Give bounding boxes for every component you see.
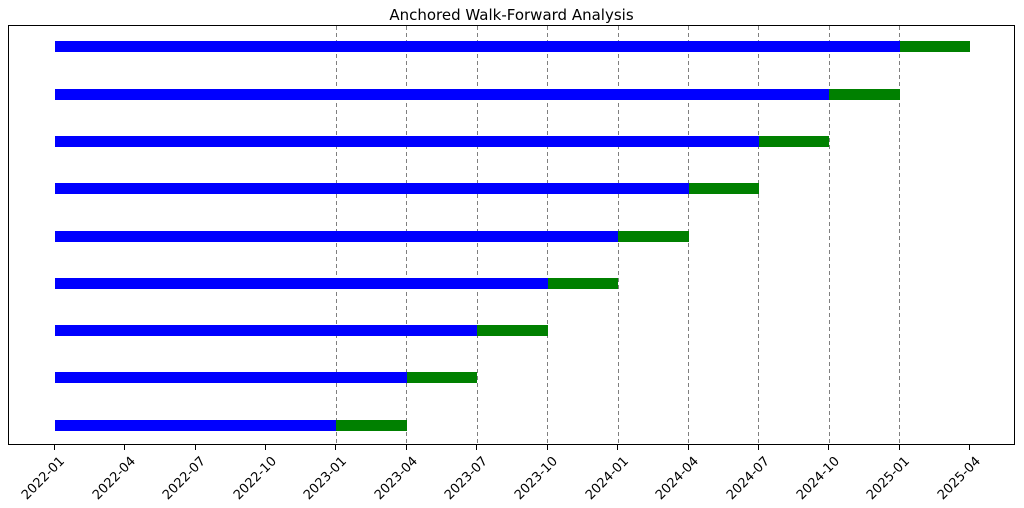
x-tick-mark bbox=[828, 445, 830, 450]
train-bar-fold-1 bbox=[54, 41, 900, 53]
x-tick-mark bbox=[757, 445, 759, 450]
train-bar-fold-5 bbox=[54, 230, 619, 242]
train-bar-fold-8 bbox=[54, 372, 407, 384]
test-bar-fold-6 bbox=[547, 277, 619, 289]
chart-title: Anchored Walk-Forward Analysis bbox=[389, 6, 634, 24]
x-tick-label: 2024-07 bbox=[723, 454, 773, 504]
x-tick-label: 2025-01 bbox=[864, 454, 914, 504]
x-tick-label: 2024-04 bbox=[653, 454, 703, 504]
train-bar-fold-3 bbox=[54, 135, 759, 147]
x-tick-label: 2022-07 bbox=[160, 454, 210, 504]
x-tick-mark bbox=[124, 445, 126, 450]
train-bar-fold-7 bbox=[54, 325, 478, 337]
gridline-2024-07 bbox=[758, 26, 760, 444]
test-bar-fold-9 bbox=[336, 419, 407, 431]
x-tick-label: 2024-10 bbox=[793, 454, 843, 504]
x-tick-label: 2023-01 bbox=[301, 454, 351, 504]
x-tick-mark bbox=[617, 445, 619, 450]
gridline-2024-10 bbox=[828, 26, 830, 444]
x-tick-label: 2023-10 bbox=[512, 454, 562, 504]
x-tick-label: 2024-01 bbox=[582, 454, 632, 504]
x-tick-mark bbox=[969, 445, 971, 450]
x-tick-mark bbox=[194, 445, 196, 450]
x-tick-mark bbox=[265, 445, 267, 450]
test-bar-fold-1 bbox=[899, 41, 971, 53]
x-tick-label: 2023-04 bbox=[371, 454, 421, 504]
x-tick-mark bbox=[335, 445, 337, 450]
test-bar-fold-2 bbox=[829, 88, 900, 100]
plot-area bbox=[8, 25, 1015, 445]
x-tick-mark bbox=[53, 445, 55, 450]
train-bar-fold-6 bbox=[54, 277, 548, 289]
x-tick-mark bbox=[898, 445, 900, 450]
test-bar-fold-4 bbox=[688, 183, 759, 195]
x-tick-label: 2022-01 bbox=[19, 454, 69, 504]
x-tick-label: 2022-10 bbox=[230, 454, 280, 504]
test-bar-fold-8 bbox=[406, 372, 478, 384]
gridline-2024-04 bbox=[688, 26, 690, 444]
gridline-2025-01 bbox=[899, 26, 901, 444]
x-tick-mark bbox=[476, 445, 478, 450]
test-bar-fold-7 bbox=[477, 325, 548, 337]
test-bar-fold-3 bbox=[758, 135, 830, 147]
x-tick-label: 2023-07 bbox=[441, 454, 491, 504]
x-tick-label: 2025-04 bbox=[934, 454, 984, 504]
x-tick-label: 2022-04 bbox=[89, 454, 139, 504]
test-bar-fold-5 bbox=[618, 230, 689, 242]
x-tick-mark bbox=[687, 445, 689, 450]
x-tick-mark bbox=[546, 445, 548, 450]
train-bar-fold-2 bbox=[54, 88, 830, 100]
x-tick-mark bbox=[405, 445, 407, 450]
train-bar-fold-4 bbox=[54, 183, 689, 195]
train-bar-fold-9 bbox=[54, 419, 337, 431]
